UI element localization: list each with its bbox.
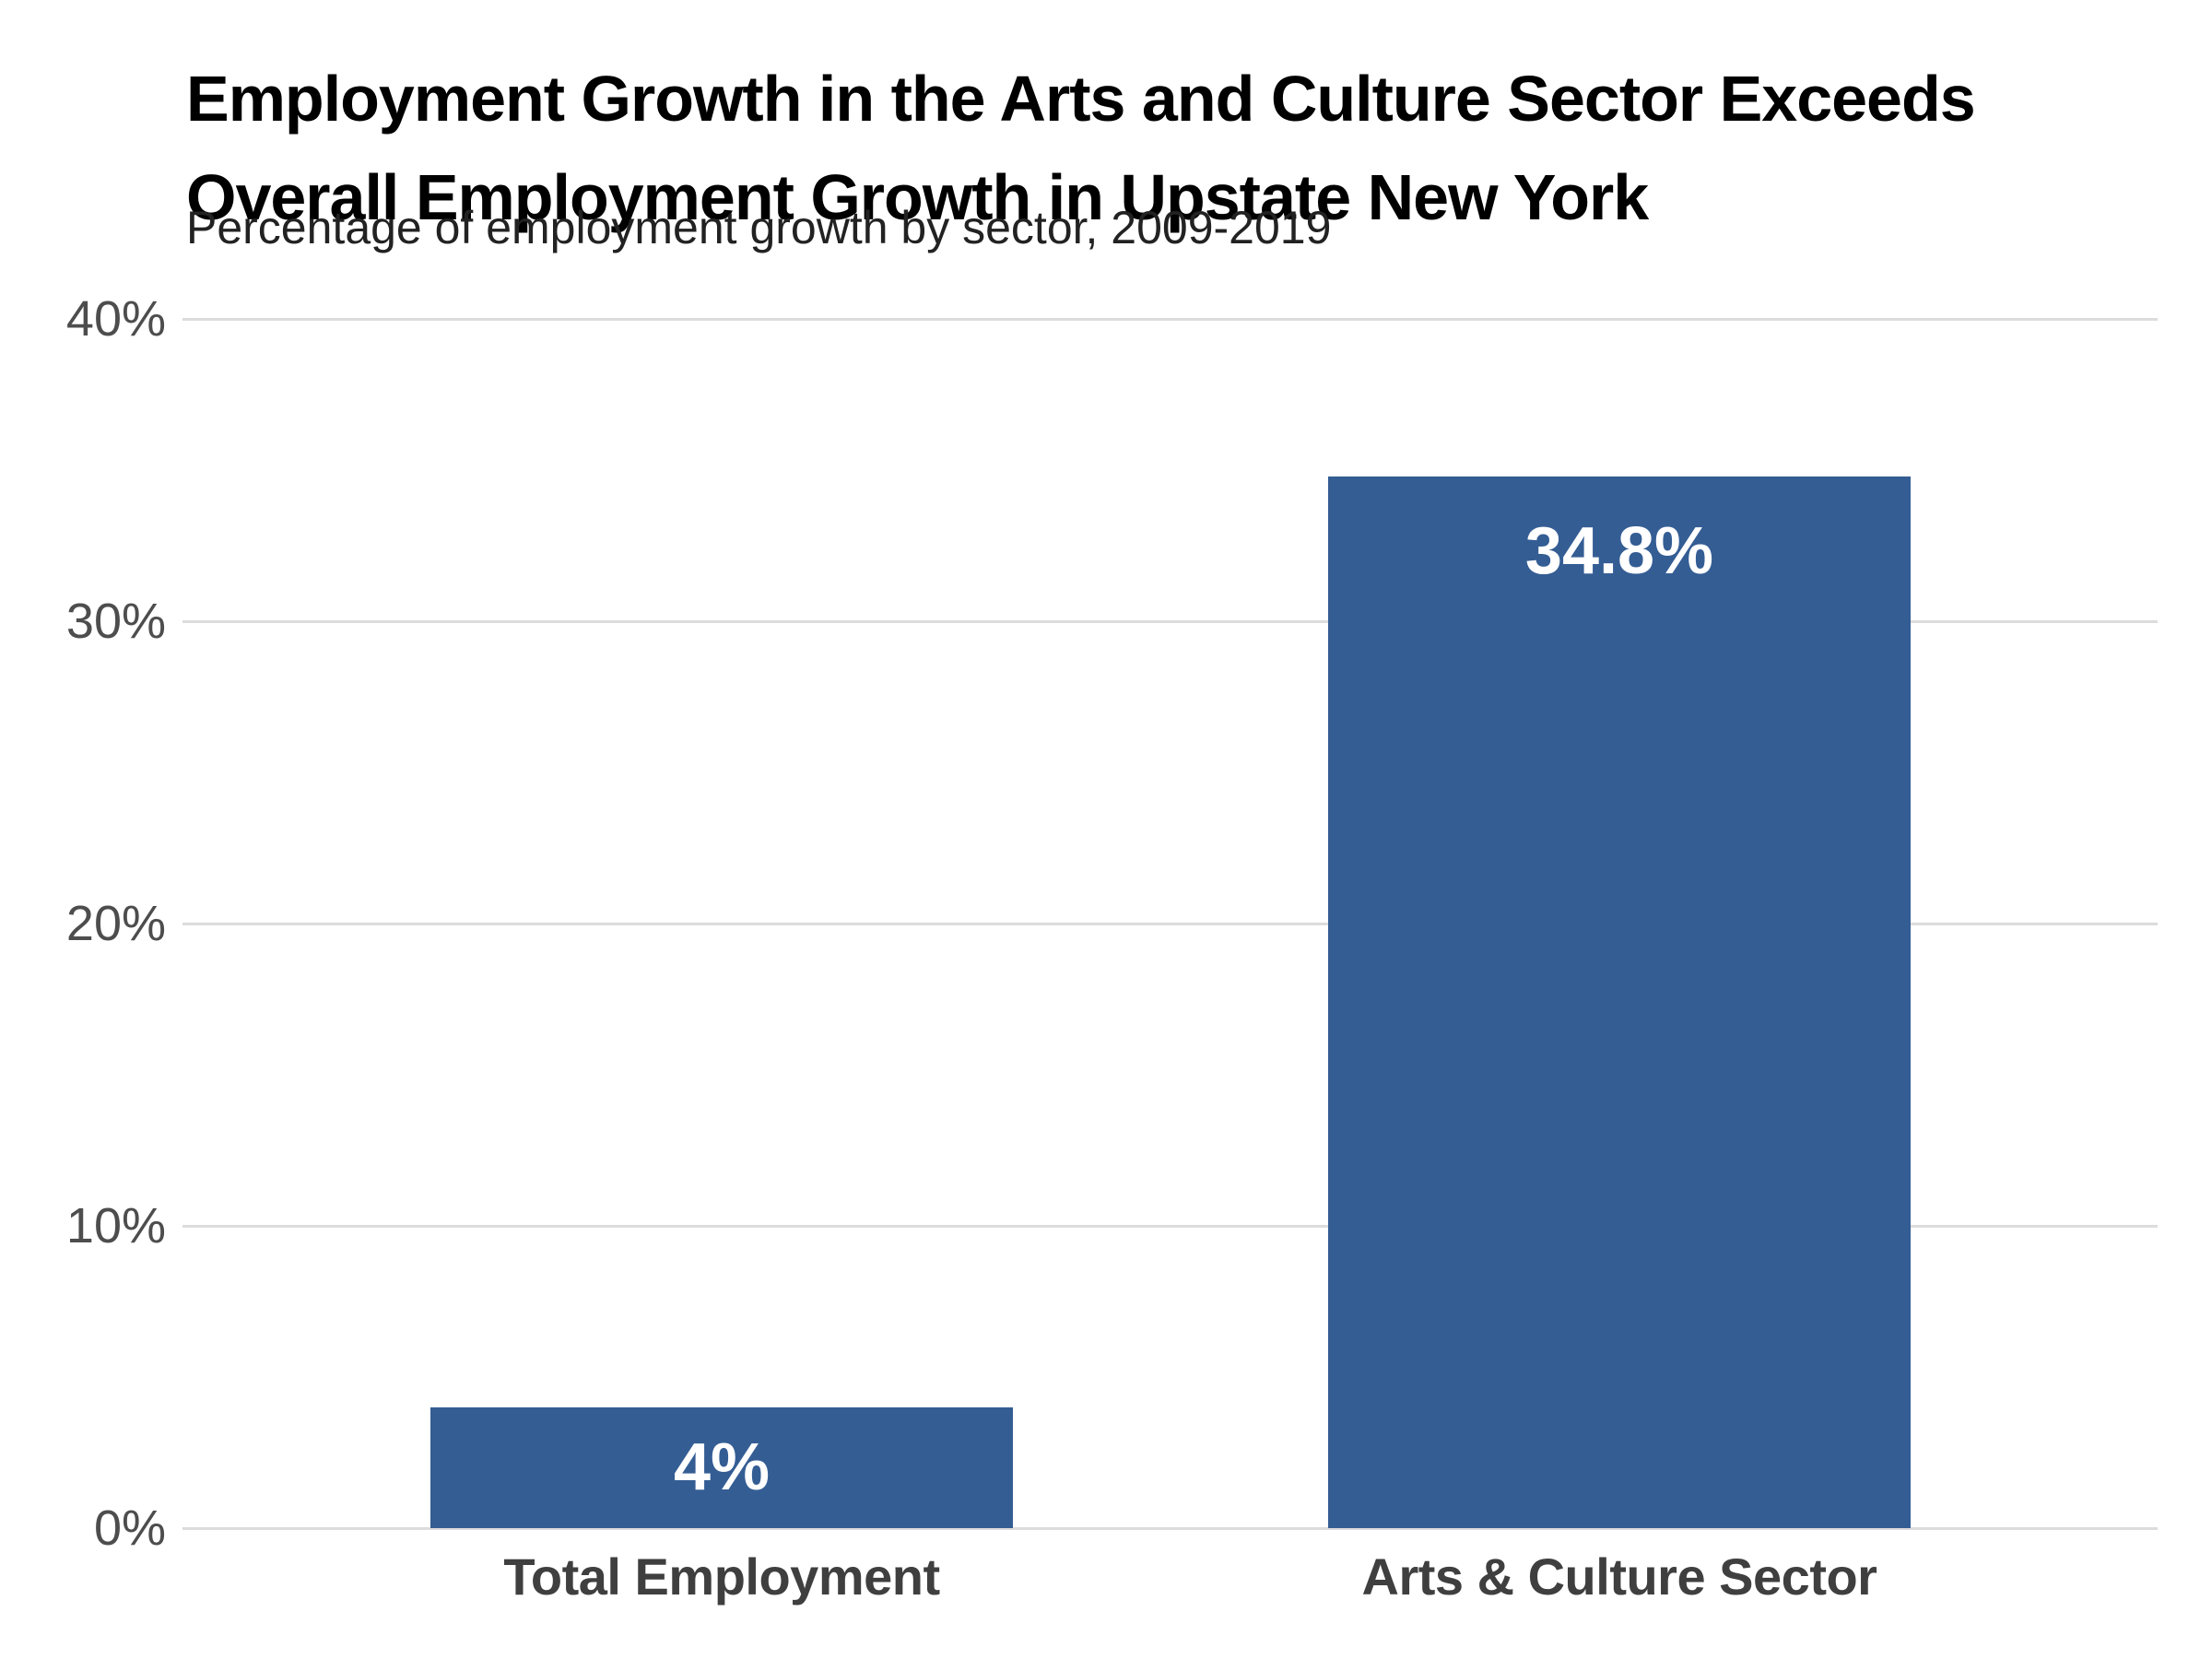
gridline-40% <box>182 317 2158 321</box>
y-tick-label-20%: 20% <box>65 896 166 951</box>
gridline-20% <box>182 922 2158 925</box>
x-category-label-total-employment: Total Employment <box>503 1547 940 1606</box>
x-category-label-arts-culture-sector: Arts & Culture Sector <box>1361 1547 1877 1606</box>
gridline-10% <box>182 1224 2158 1228</box>
y-tick-label-30%: 30% <box>65 594 166 649</box>
chart-title: Employment Growth in the Arts and Cultur… <box>186 50 1976 247</box>
bar-arts-culture-sector: 34.8% <box>1328 476 1911 1528</box>
gridline-30% <box>182 619 2158 623</box>
y-tick-label-10%: 10% <box>65 1198 166 1253</box>
bar-total-employment: 4% <box>430 1406 1013 1528</box>
gridline-0% <box>182 1526 2158 1530</box>
y-tick-label-0%: 0% <box>93 1500 166 1556</box>
chart-subtitle: Percentage of employment growth by secto… <box>186 202 1332 253</box>
y-tick-label-40%: 40% <box>65 291 166 347</box>
chart-title-line-1: Employment Growth in the Arts and Cultur… <box>186 63 1976 135</box>
bar-value-label-total-employment: 4% <box>673 1430 771 1505</box>
chart-title-line-2: Overall Employment Growth in Upstate New… <box>186 161 1649 233</box>
bar-value-label-arts-culture-sector: 34.8% <box>1524 513 1714 588</box>
